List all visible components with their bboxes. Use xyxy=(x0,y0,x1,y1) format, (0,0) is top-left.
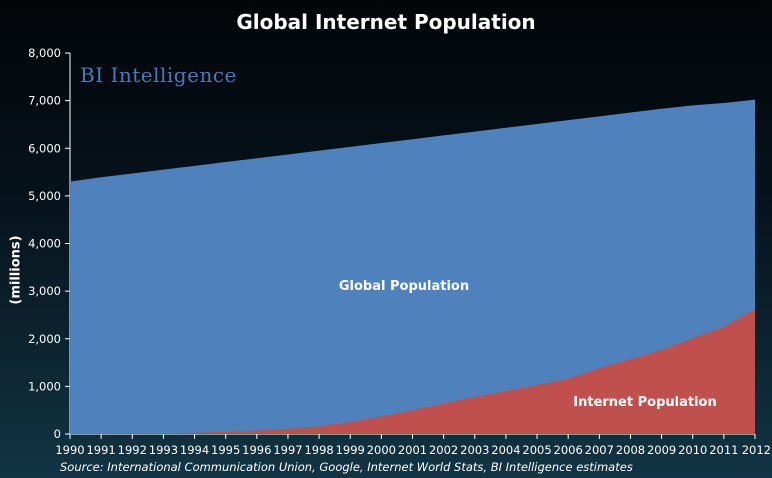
x-tick-label: 2012 xyxy=(742,443,771,457)
brand-logo-text: BI Intelligence xyxy=(80,63,237,87)
series-area-global-population xyxy=(70,99,755,435)
x-tick-label: 1997 xyxy=(273,443,302,457)
y-tick-label: 2,000 xyxy=(28,332,61,346)
x-tick-label: 2001 xyxy=(398,443,427,457)
x-tick-label: 2009 xyxy=(647,443,676,457)
y-tick-label: 5,000 xyxy=(28,189,61,203)
y-tick-label: 6,000 xyxy=(28,141,61,155)
x-tick-label: 2004 xyxy=(491,443,520,457)
y-tick-label: 7,000 xyxy=(28,94,61,108)
y-axis-label: (millions) xyxy=(8,235,24,305)
x-tick-label: 2003 xyxy=(460,443,489,457)
y-tick-label: 8,000 xyxy=(28,46,61,60)
x-tick-label: 1998 xyxy=(304,443,333,457)
x-tick-label: 1992 xyxy=(118,443,147,457)
source-note: Source: International Communication Unio… xyxy=(60,460,633,474)
series-label-internet-population: Internet Population xyxy=(573,395,716,410)
x-tick-label: 1995 xyxy=(211,443,240,457)
x-tick-label: 1990 xyxy=(55,443,84,457)
x-tick-label: 2008 xyxy=(616,443,645,457)
x-tick-label: 2002 xyxy=(429,443,458,457)
x-tick-label: 2000 xyxy=(367,443,396,457)
x-tick-label: 2011 xyxy=(709,443,738,457)
x-tick-label: 1991 xyxy=(86,443,115,457)
x-tick-label: 2010 xyxy=(678,443,707,457)
axes-layer: 0 1,000 2,000 3,000 4,000 5,000 6,000 7,000 8,00… xyxy=(28,46,771,457)
chart-title: Global Internet Population xyxy=(236,10,536,34)
y-tick-label: 1,000 xyxy=(28,379,61,393)
x-tick-label: 2007 xyxy=(585,443,614,457)
x-tick-label: 2005 xyxy=(522,443,551,457)
series-label-global-population: Global Population xyxy=(339,279,469,294)
y-tick-label: 3,000 xyxy=(28,284,61,298)
series-layer xyxy=(70,99,755,435)
y-tick-label: 4,000 xyxy=(28,237,61,251)
x-tick-label: 1994 xyxy=(180,443,209,457)
x-tick-label: 1999 xyxy=(336,443,365,457)
x-tick-label: 1993 xyxy=(149,443,178,457)
x-tick-label: 2006 xyxy=(554,443,583,457)
x-tick-label: 1996 xyxy=(242,443,271,457)
labels-layer: Global Population Internet Population xyxy=(339,279,717,410)
y-tick-label: 0 xyxy=(54,427,61,441)
series-area-internet-population xyxy=(70,309,755,434)
